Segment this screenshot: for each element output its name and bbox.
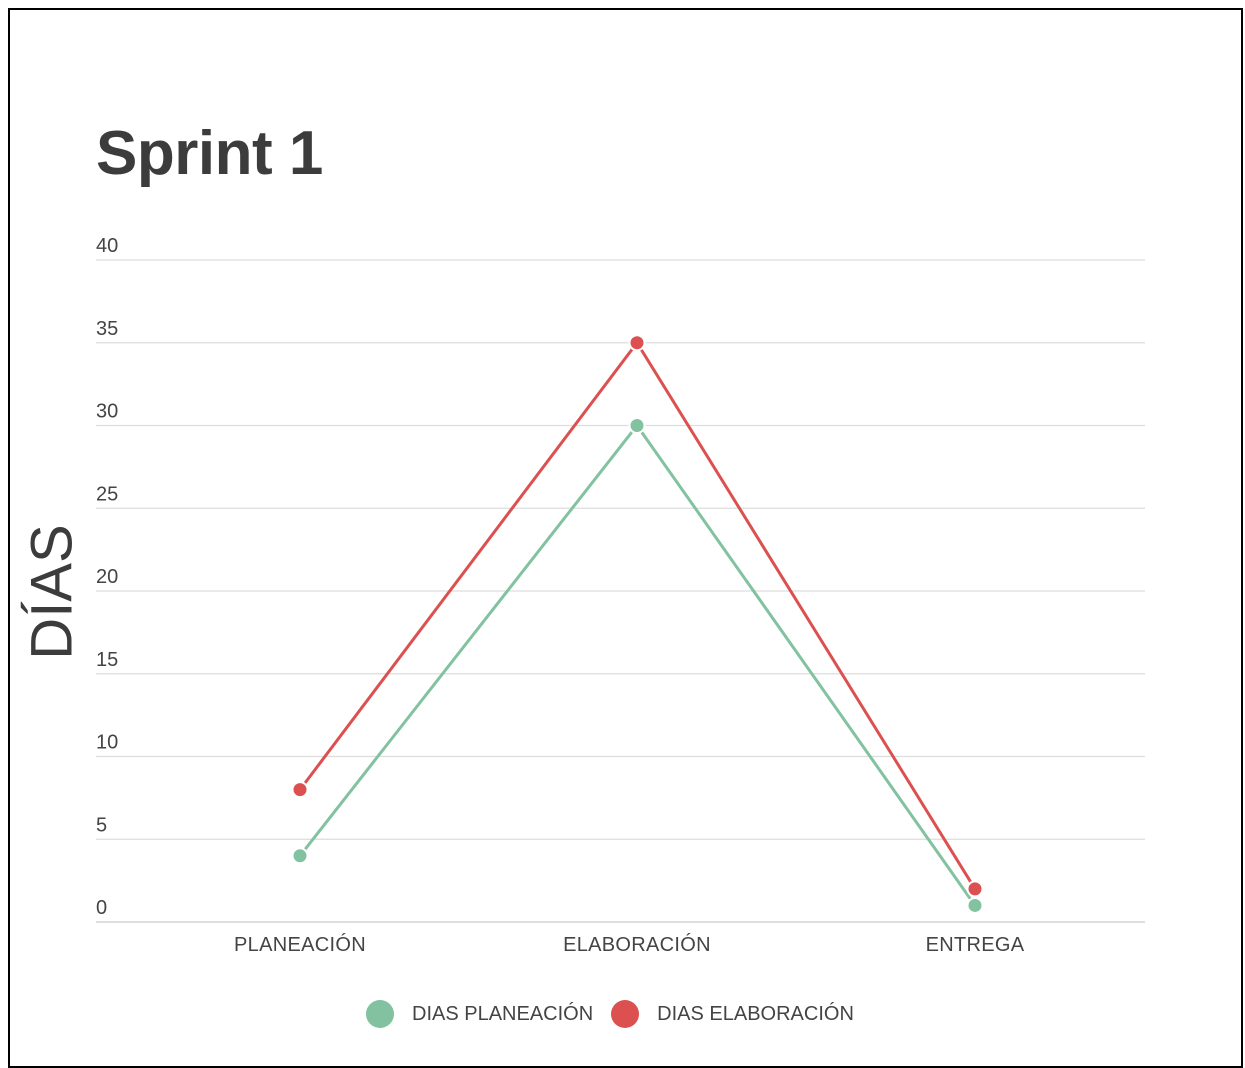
y-tick-label-5: 5 bbox=[96, 814, 107, 836]
series-line-0 bbox=[298, 422, 977, 907]
y-tick-label-35: 35 bbox=[96, 318, 118, 340]
y-tick-label-30: 30 bbox=[96, 401, 118, 423]
y-tick-label-25: 25 bbox=[96, 483, 118, 505]
x-category-label-1: ELABORACIÓN bbox=[563, 933, 711, 956]
chart-frame bbox=[8, 8, 1243, 1068]
data-point-s0-2[interactable] bbox=[966, 896, 984, 914]
data-point-s1-1[interactable] bbox=[628, 334, 646, 352]
x-category-label-2: ENTREGA bbox=[926, 934, 1025, 956]
x-category-label-0: PLANEACIÓN bbox=[234, 933, 366, 956]
y-tick-label-0: 0 bbox=[96, 897, 107, 919]
chart-title: Sprint 1 bbox=[96, 119, 323, 188]
data-point-s0-1[interactable] bbox=[628, 417, 646, 434]
legend-swatch-dias-planeacion bbox=[366, 1000, 394, 1028]
legend-swatch-dias-elaboracion bbox=[611, 1000, 640, 1028]
data-point-s1-0[interactable] bbox=[291, 781, 309, 799]
y-axis-ticks: 0 5 10 15 20 25 30 35 40 bbox=[96, 235, 118, 919]
x-axis-categories: PLANEACIÓN ELABORACIÓN ENTREGA bbox=[234, 933, 1025, 956]
chart-legend: DIAS PLANEACIÓN DIAS ELABORACIÓN bbox=[366, 1000, 872, 1028]
data-point-s0-0[interactable] bbox=[291, 847, 309, 865]
legend-item-dias-planeacion[interactable]: DIAS PLANEACIÓN bbox=[366, 1000, 593, 1028]
y-tick-label-15: 15 bbox=[96, 649, 118, 671]
legend-label-dias-elaboracion: DIAS ELABORACIÓN bbox=[657, 1002, 854, 1025]
series-points bbox=[291, 334, 984, 914]
gridlines bbox=[96, 259, 1145, 923]
data-point-s1-2[interactable] bbox=[966, 880, 984, 898]
legend-label-dias-planeacion: DIAS PLANEACIÓN bbox=[412, 1002, 594, 1025]
y-tick-label-20: 20 bbox=[96, 566, 118, 588]
y-tick-label-40: 40 bbox=[96, 235, 118, 257]
legend-item-dias-elaboracion[interactable]: DIAS ELABORACIÓN bbox=[611, 1000, 854, 1028]
y-tick-label-10: 10 bbox=[96, 732, 118, 754]
